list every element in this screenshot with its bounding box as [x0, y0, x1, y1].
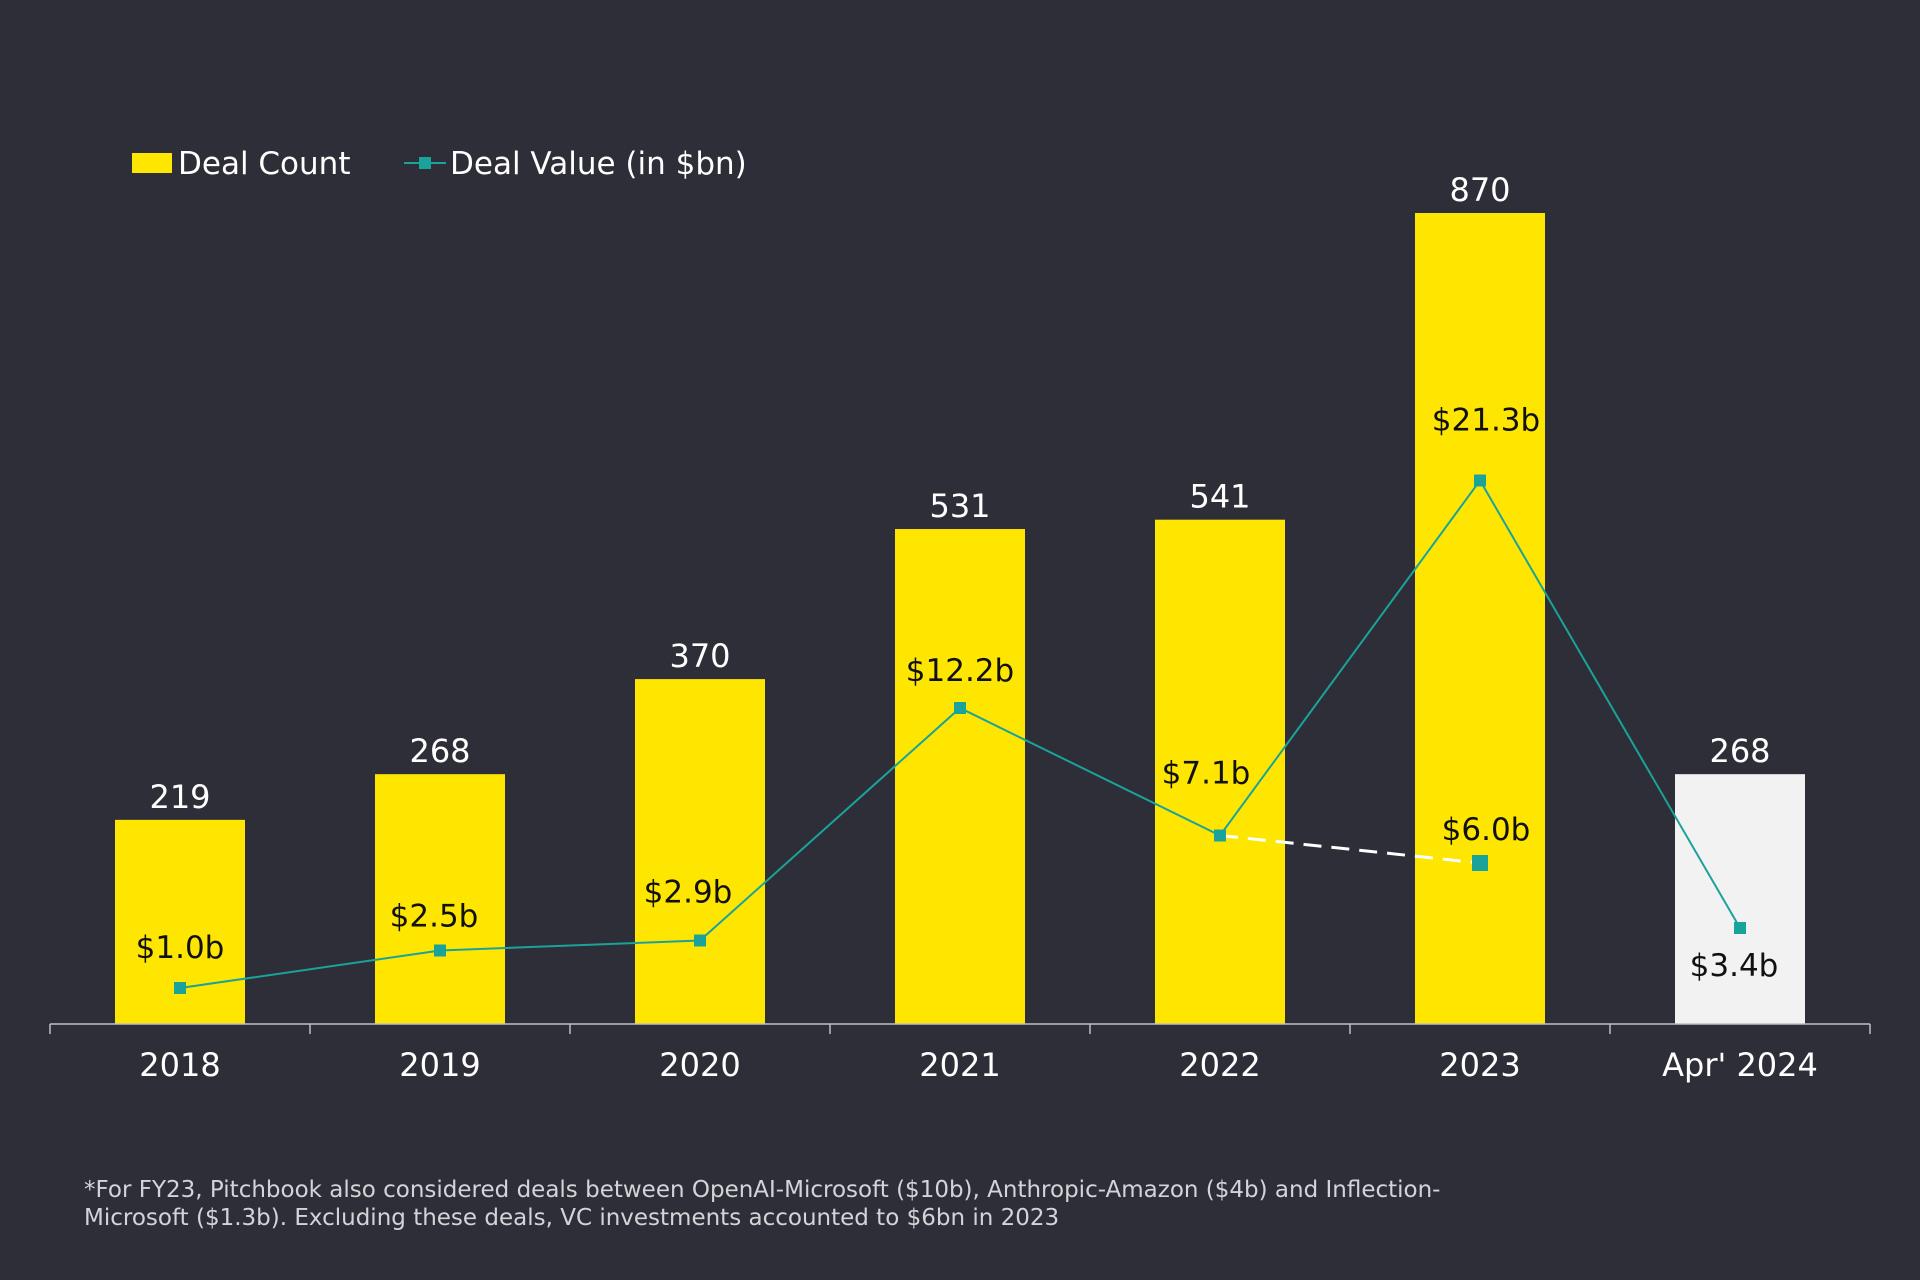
bar-count-label: 531 [929, 487, 990, 525]
legend-label-deal-count: Deal Count [178, 146, 350, 182]
deal-value-label: $12.2b [906, 653, 1014, 689]
bar-2023 [1415, 213, 1545, 1024]
bar-2021 [895, 529, 1025, 1024]
legend-marker-deal-value [419, 157, 431, 169]
bar-count-label: 541 [1189, 478, 1250, 516]
bar-2020 [635, 679, 765, 1024]
adjusted-value-dashed-line [1219, 834, 1481, 865]
x-tick-label: 2018 [139, 1046, 220, 1084]
x-tick-label: 2021 [919, 1046, 1000, 1084]
bar-count-label: 370 [669, 637, 730, 675]
deal-value-label: $2.5b [390, 899, 479, 935]
legend: Deal Count Deal Value (in $bn) [132, 146, 747, 182]
x-tick-label: 2019 [399, 1046, 480, 1084]
deal-value-point [1474, 474, 1486, 487]
x-tick-label: Apr' 2024 [1662, 1046, 1818, 1084]
deal-value-label: $2.9b [644, 875, 733, 911]
legend-swatch-deal-count [132, 153, 172, 173]
bar-count-label: 870 [1449, 171, 1510, 209]
legend-label-deal-value: Deal Value (in $bn) [450, 146, 747, 182]
deal-value-point [1214, 829, 1226, 842]
deal-value-label: $7.1b [1162, 756, 1251, 792]
bar-count-label: 268 [1709, 732, 1770, 770]
x-tick-label: 2020 [659, 1046, 740, 1084]
bar-Apr' 2024 [1675, 774, 1805, 1024]
x-tick-label: 2023 [1439, 1046, 1520, 1084]
deal-value-label: $3.4b [1690, 948, 1779, 984]
deal-value-point [434, 944, 446, 957]
adjusted-value-point [1472, 855, 1488, 871]
bar-count-label: 268 [409, 732, 470, 770]
chart-canvas: Deal Count Deal Value (in $bn) 219 268 370… [49, 146, 1871, 1084]
deal-value-label: $1.0b [136, 930, 225, 966]
deal-value-label: $21.3b [1432, 403, 1540, 439]
footnote: *For FY23, Pitchbook also considered dea… [84, 1177, 1441, 1231]
bar-2019 [375, 774, 505, 1024]
x-tick-label: 2022 [1179, 1046, 1260, 1084]
bar-count-label: 219 [149, 778, 210, 816]
deal-value-point [954, 702, 966, 714]
deal-value-point [694, 934, 706, 947]
bar-2022 [1155, 519, 1285, 1024]
adjusted-value-label: $6.0b [1442, 812, 1531, 848]
deal-value-point [1734, 922, 1746, 934]
deal-value-point [174, 982, 186, 994]
